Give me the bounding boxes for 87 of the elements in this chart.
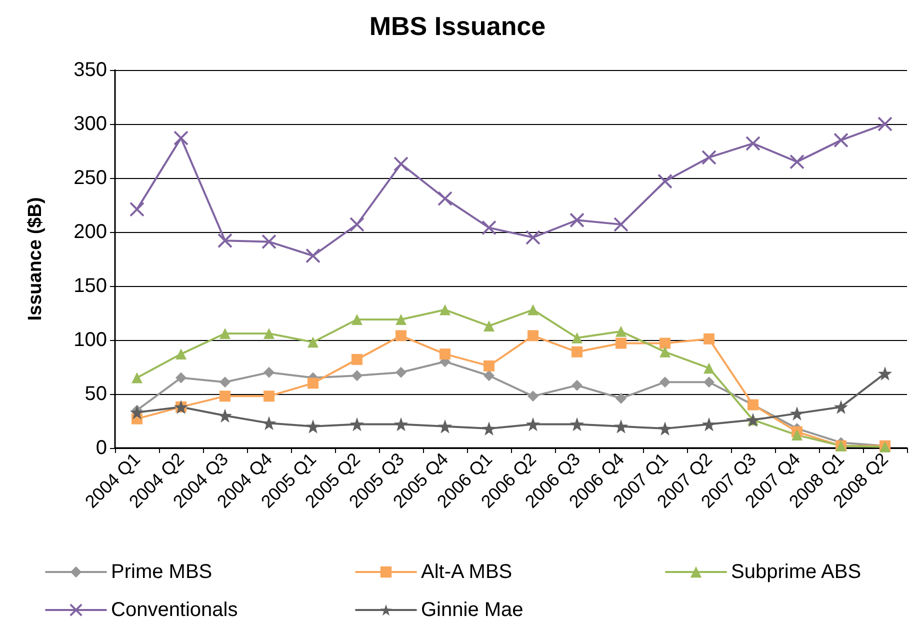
point — [220, 328, 230, 340]
point — [878, 366, 892, 380]
point — [264, 328, 274, 340]
y-axis-title: Issuance ($B) — [25, 197, 46, 321]
point — [834, 132, 848, 148]
point — [132, 372, 142, 384]
point — [614, 419, 628, 434]
point — [350, 216, 364, 232]
point — [396, 366, 406, 378]
point — [834, 400, 848, 414]
legend-label: Prime MBS — [111, 561, 212, 583]
point — [306, 419, 320, 434]
point — [704, 333, 714, 344]
point — [394, 417, 408, 432]
point — [438, 419, 452, 434]
y-tick-label: 100 — [74, 329, 107, 351]
point — [482, 220, 496, 236]
point — [218, 408, 232, 423]
point — [440, 348, 450, 360]
point — [440, 304, 450, 316]
point — [792, 430, 802, 441]
point — [658, 422, 672, 436]
point — [352, 314, 362, 325]
point — [526, 417, 540, 432]
point — [176, 348, 186, 360]
legend-label: Ginnie Mae — [421, 599, 524, 621]
legend-label: Alt-A MBS — [421, 561, 512, 583]
point — [790, 406, 804, 420]
point — [306, 248, 320, 264]
point — [482, 422, 496, 436]
point — [484, 370, 494, 382]
point — [660, 346, 670, 358]
point — [746, 136, 760, 151]
legend-label: Conventionals — [111, 599, 238, 621]
chart-title: MBS Issuance — [369, 11, 546, 41]
point — [262, 416, 276, 430]
y-tick-label: 0 — [96, 437, 107, 459]
point — [702, 150, 716, 165]
point — [264, 390, 274, 402]
point — [658, 174, 672, 189]
point — [484, 320, 494, 332]
point — [218, 233, 232, 248]
point — [130, 405, 144, 420]
point — [704, 362, 714, 374]
y-tick-label: 150 — [74, 275, 107, 297]
point — [396, 330, 406, 342]
point — [570, 212, 584, 228]
point — [572, 380, 582, 391]
legend-label: Subprime ABS — [731, 561, 862, 583]
y-tick-label: 350 — [74, 59, 107, 81]
point — [352, 354, 362, 365]
point — [262, 234, 276, 250]
point — [572, 332, 582, 344]
y-tick-label: 50 — [84, 383, 107, 405]
y-tick-label: 200 — [74, 221, 107, 243]
point — [570, 417, 584, 432]
point — [572, 346, 582, 358]
point — [394, 156, 408, 172]
point — [308, 336, 318, 348]
point — [878, 116, 892, 132]
point — [350, 417, 364, 432]
point — [130, 202, 144, 217]
point — [174, 130, 188, 146]
point — [484, 360, 494, 372]
point — [528, 330, 538, 342]
point — [264, 366, 274, 378]
point — [616, 326, 626, 337]
point — [702, 417, 716, 432]
point — [616, 338, 626, 349]
y-tick-label: 250 — [74, 167, 107, 189]
point — [396, 314, 406, 325]
point — [790, 154, 804, 170]
point — [308, 378, 318, 389]
point — [660, 376, 670, 388]
point — [614, 216, 628, 232]
point — [704, 376, 714, 388]
point — [352, 370, 362, 382]
point — [220, 390, 230, 402]
point — [528, 390, 538, 402]
point — [438, 191, 452, 206]
y-tick-label: 300 — [74, 113, 107, 135]
point — [176, 372, 186, 384]
point — [660, 338, 670, 349]
point — [220, 376, 230, 388]
point — [528, 304, 538, 316]
point — [616, 392, 626, 404]
point — [526, 230, 540, 245]
